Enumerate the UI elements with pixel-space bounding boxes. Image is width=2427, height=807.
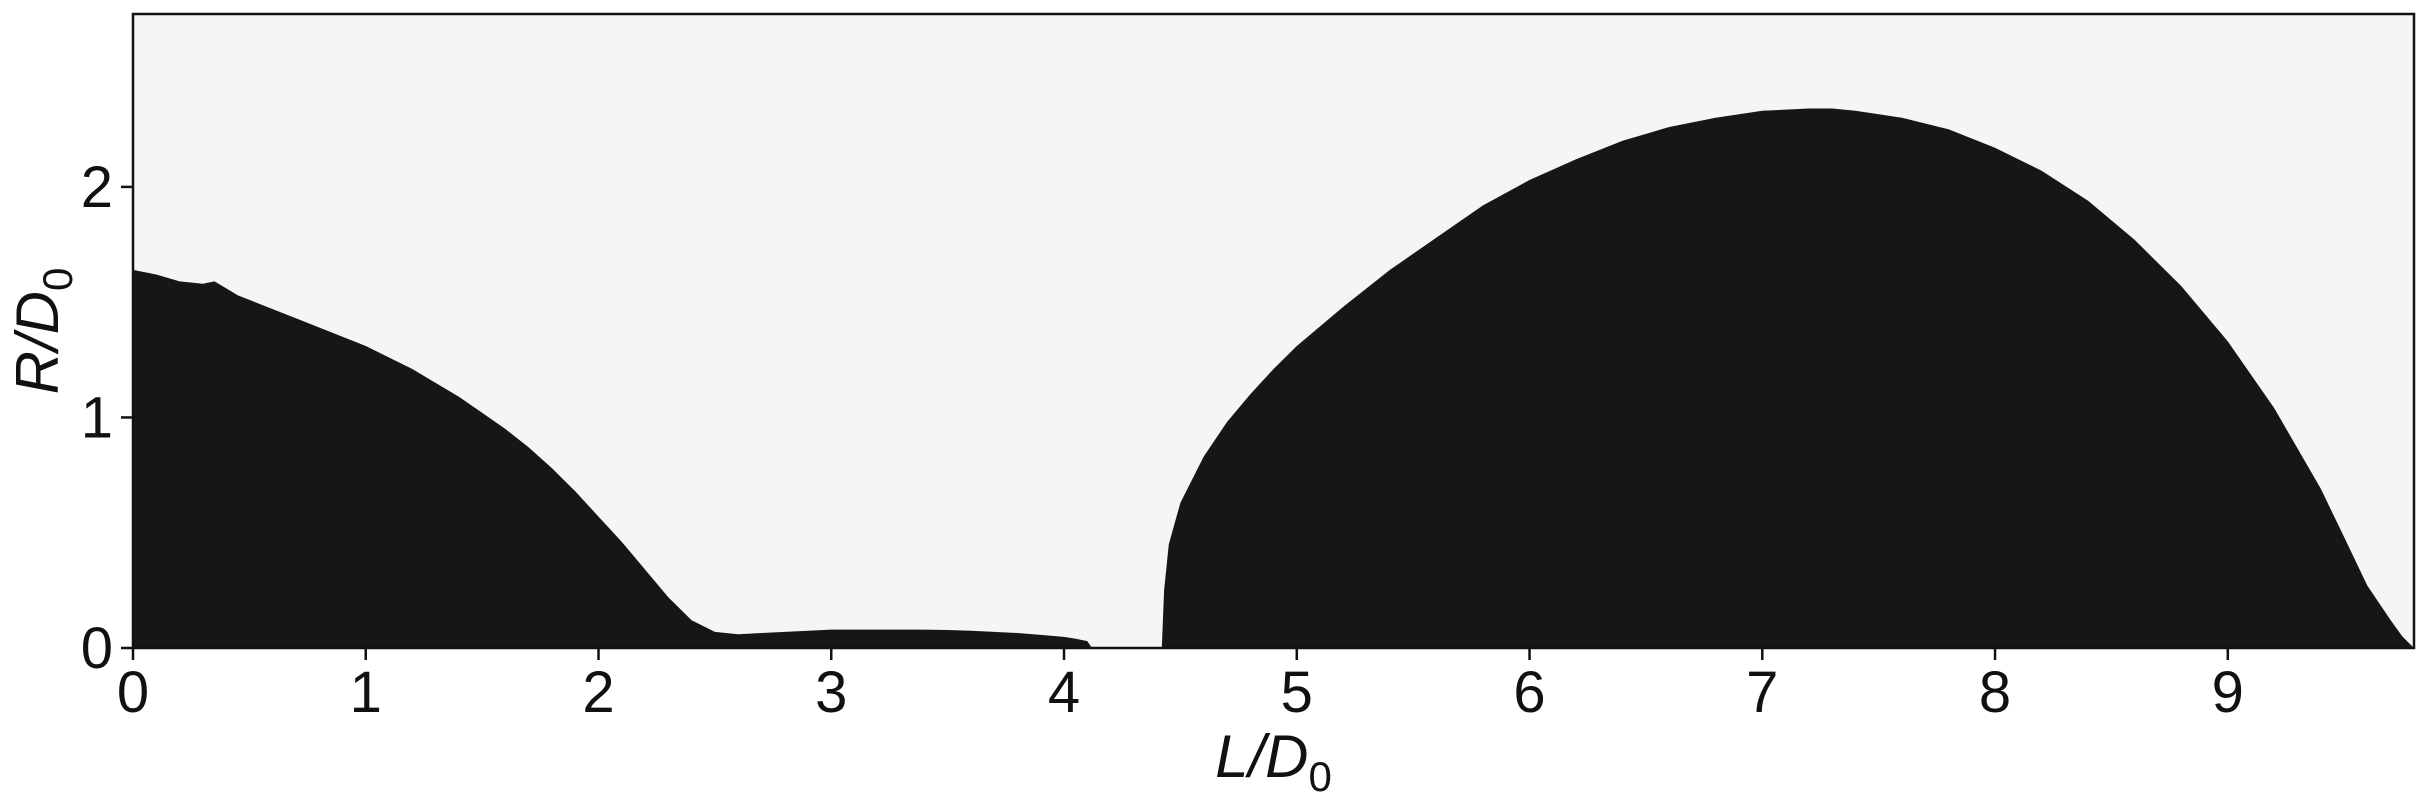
x-axis-title: L/D0 (1215, 723, 1332, 800)
y-tick-label: 1 (81, 385, 113, 450)
x-tick-label: 9 (2212, 660, 2244, 725)
x-tick-label: 0 (117, 660, 149, 725)
liquid-regions (133, 108, 2414, 648)
x-axis-title-main: L/D (1215, 723, 1308, 790)
y-tick-label: 0 (81, 616, 113, 681)
x-tick-label: 2 (582, 660, 614, 725)
liquid-region-2 (1161, 108, 2414, 648)
x-tick-label: 7 (1746, 660, 1778, 725)
y-tick-label: 2 (81, 155, 113, 220)
x-tick-label: 3 (815, 660, 847, 725)
x-tick-label: 5 (1281, 660, 1313, 725)
x-tick-label: 6 (1513, 660, 1545, 725)
x-tick-label: 1 (350, 660, 382, 725)
x-axis-ticks: 0 1 2 3 4 5 6 7 8 9 (117, 648, 2244, 725)
y-axis-ticks: 0 1 2 (81, 155, 133, 681)
y-axis-title-main: R/D (4, 291, 71, 394)
x-tick-label: 8 (1979, 660, 2011, 725)
x-tick-label: 4 (1048, 660, 1080, 725)
plot-frame (131, 12, 2416, 650)
y-axis-title: R/D0 (4, 268, 81, 395)
x-axis-title-subscript: 0 (1309, 753, 1332, 800)
y-axis-title-subscript: 0 (34, 268, 81, 291)
liquid-region-1 (133, 269, 1092, 648)
